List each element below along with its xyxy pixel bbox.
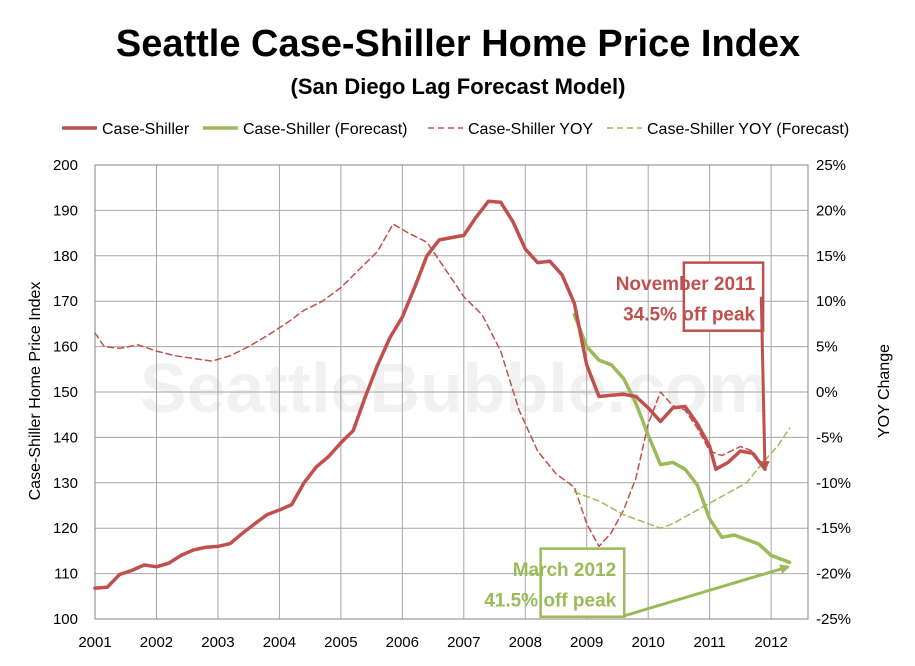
series-line-case-shiller-yoy [94,223,766,548]
y-tick-label: 140 [53,429,78,446]
annotation-november-2011-line1: November 2011 [616,274,756,295]
y2-tick-label: 25% [816,157,846,174]
annotations: November 2011 34.5% off peak March 2012 41.… [484,261,791,618]
y-tick-label: 130 [53,475,78,492]
x-tick-label: 2003 [201,634,234,651]
x-tick-label: 2012 [754,634,787,651]
legend: Case-Shiller Case-Shiller (Forecast) Cas… [62,121,849,138]
x-tick-label: 2007 [447,634,480,651]
y2-axis-title: YOY Change [876,344,893,438]
x-tick-label: 2010 [632,634,665,651]
y2-tick-label: 15% [816,248,846,265]
y2-tick-label: 10% [816,293,846,310]
annotation-march-2012-line2: 41.5% off peak [484,591,616,612]
y2-tick-label: -5% [816,429,843,446]
y-tick-label: 200 [53,157,78,174]
y-tick-label: 120 [53,520,78,537]
y-tick-label: 190 [53,202,78,219]
series-line-case-shiller-forecast [572,313,792,565]
x-tick-label: 2011 [694,634,726,651]
x-tick-label: 2008 [509,634,542,651]
y2-tick-label: -10% [816,475,851,492]
y2-tick-label: 0% [816,384,838,401]
legend-label-case-shiller-yoy: Case-Shiller YOY [468,121,593,138]
y-tick-label: 160 [53,339,78,356]
series-line-case-shiller [93,199,767,590]
legend-label-case-shiller-yoy-forecast: Case-Shiller YOY (Forecast) [647,121,849,138]
x-tick-label: 2004 [263,634,296,651]
chart-title: Seattle Case-Shiller Home Price Index [116,23,800,65]
legend-label-case-shiller-forecast: Case-Shiller (Forecast) [243,121,407,138]
annotation-march-2012-box [539,547,626,618]
y-tick-label: 110 [54,566,78,583]
annotation-november-2011-arrow [759,296,770,472]
y-axis-title: Case-Shiller Home Price Index [27,282,44,501]
plot-border [94,164,809,620]
x-tick-label: 2001 [78,634,111,651]
series-line-case-shiller-yoy-forecast [573,427,791,529]
annotation-march-2012-line1: March 2012 [513,560,617,581]
x-tick-label: 2006 [386,634,419,651]
watermark: SeattleBubble.com [140,349,770,427]
y2-tick-label: -20% [816,566,851,583]
annotation-november-2011-line2: 34.5% off peak [623,304,755,325]
y-tick-label: 150 [53,384,78,401]
y-tick-label: 180 [53,248,78,265]
y-tick-label: 100 [53,611,78,628]
y2-tick-label: -25% [816,611,851,628]
x-tick-label: 2009 [570,634,603,651]
legend-label-case-shiller: Case-Shiller [102,121,190,138]
y-tick-label: 170 [53,293,78,310]
y2-tick-label: 20% [816,202,846,219]
gridlines [94,164,809,620]
annotation-march-2012-arrow [623,564,791,618]
x-tick-label: 2005 [324,634,357,651]
annotation-november-2011-box [682,261,765,332]
y2-tick-label: -15% [816,520,851,537]
axis-ticks: 100 110 120 130 140 150 160 170 180 190 200 -25% -20… [53,157,851,651]
chart-subtitle: (San Diego Lag Forecast Model) [291,74,626,99]
y2-tick-label: 5% [816,339,838,356]
series-lines [93,199,792,590]
x-tick-label: 2002 [140,634,173,651]
